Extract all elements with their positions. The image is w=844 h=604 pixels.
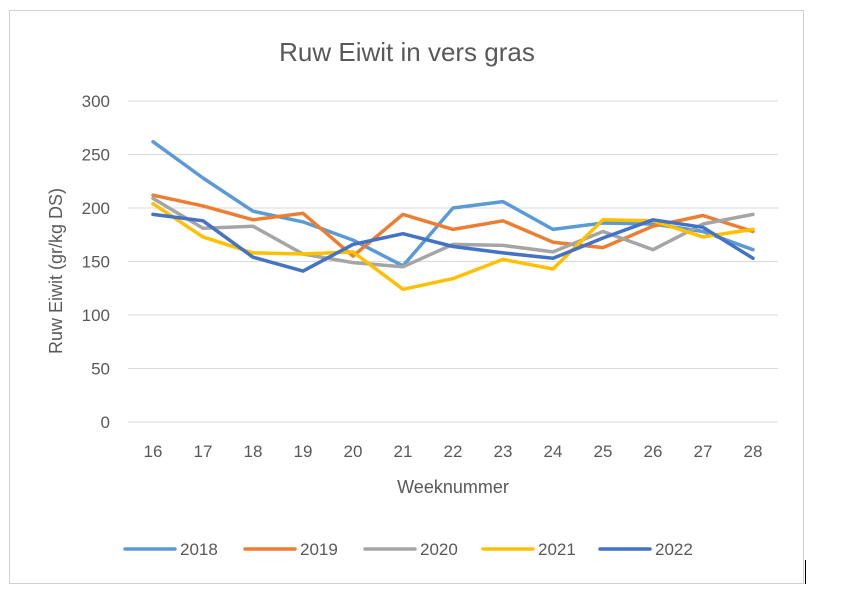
legend-item-2019: 2019 [243,540,338,559]
x-axis-title: Weeknummer [397,477,509,497]
x-tick-label: 18 [244,442,263,461]
legend-item-2021: 2021 [481,540,576,559]
series-line-2019 [151,193,755,258]
x-tick-label: 16 [144,442,163,461]
x-tick-label: 17 [194,442,213,461]
legend-label: 2020 [420,540,458,559]
y-tick-label: 0 [101,413,110,432]
gridlines [128,100,778,423]
series-line-2022 [151,212,755,273]
x-tick-label: 27 [694,442,713,461]
x-tick-label: 22 [444,442,463,461]
legend-label: 2022 [655,540,693,559]
x-tick-labels: 16 17 18 19 20 21 22 23 24 25 26 27 28 [144,442,763,461]
chart-frame: Ruw Eiwit in vers gras 0 50 100 150 200 250 30… [9,10,804,584]
series-lines [151,139,755,292]
x-tick-label: 19 [294,442,313,461]
legend-label: 2018 [180,540,218,559]
legend-label: 2021 [538,540,576,559]
x-tick-label: 21 [394,442,413,461]
y-tick-label: 50 [91,360,110,379]
y-tick-label: 250 [82,146,110,165]
legend-item-2018: 2018 [123,540,218,559]
legend: 2018 2019 2020 2021 2022 [123,540,693,559]
legend-label: 2019 [300,540,338,559]
y-tick-label: 150 [82,253,110,272]
y-tick-label: 200 [82,199,110,218]
legend-item-2022: 2022 [598,540,693,559]
y-tick-labels: 0 50 100 150 200 250 300 [82,92,110,432]
x-tick-label: 28 [744,442,763,461]
x-tick-label: 24 [544,442,563,461]
edge-mark [805,560,806,584]
x-tick-label: 26 [644,442,663,461]
x-tick-label: 23 [494,442,513,461]
series-line-2018 [151,139,755,268]
series-line-2020 [151,196,755,269]
y-tick-label: 300 [82,92,110,111]
y-axis-title: Ruw Eiwit (gr/kg DS) [46,188,66,354]
legend-item-2020: 2020 [363,540,458,559]
x-tick-label: 25 [594,442,613,461]
y-tick-label: 100 [82,306,110,325]
line-chart: Ruw Eiwit in vers gras 0 50 100 150 200 250 30… [46,37,778,559]
x-tick-label: 20 [344,442,363,461]
chart-title: Ruw Eiwit in vers gras [279,37,535,67]
